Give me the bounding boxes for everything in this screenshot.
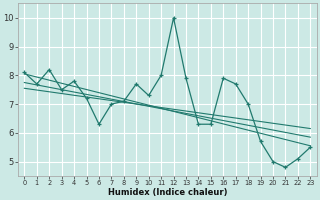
X-axis label: Humidex (Indice chaleur): Humidex (Indice chaleur) xyxy=(108,188,227,197)
